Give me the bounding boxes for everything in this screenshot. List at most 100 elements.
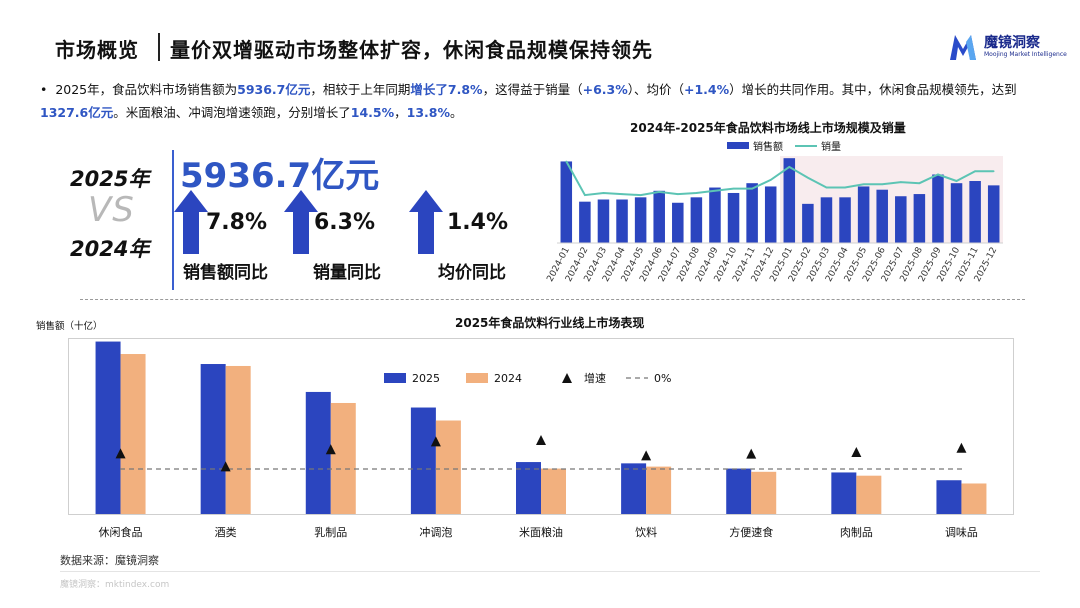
growth-marker — [430, 436, 441, 447]
volume-point — [918, 182, 921, 184]
sales-bar — [802, 203, 814, 243]
legend-label-sales: 销售额 — [753, 142, 783, 153]
sales-bar — [932, 174, 944, 243]
arrow-up-icon — [284, 190, 318, 254]
volume-point — [769, 179, 772, 181]
category-label: 冲调泡 — [419, 525, 452, 539]
legend-zero-label: 0% — [654, 372, 671, 385]
sales-bar — [597, 199, 610, 243]
volume-point — [695, 192, 698, 194]
section-divider — [80, 299, 1025, 300]
page-subtitle: 量价双增驱动市场整体扩容，休闲食品规模保持领先 — [170, 38, 653, 62]
kpi-sales-value: 7.8% — [206, 210, 268, 235]
volume-line — [565, 160, 994, 197]
legend-label-volume: 销量 — [821, 142, 841, 153]
volume-point — [602, 192, 605, 194]
category-label: 米面粮油 — [519, 525, 563, 539]
bar-2025 — [936, 480, 962, 514]
legend-2024-label: 2024 — [494, 372, 522, 385]
kpi-volume-value: 6.3% — [314, 210, 376, 235]
growth-marker — [536, 435, 546, 445]
category-label: 方便速食 — [729, 525, 773, 539]
growth-marker — [746, 448, 757, 459]
sales-bar — [764, 186, 777, 243]
kpi-price-label: 均价同比 — [438, 263, 506, 283]
sales-bar — [560, 161, 573, 243]
growth-marker — [851, 447, 862, 457]
volume-point — [639, 194, 642, 196]
category-chart-ylabel: 销售额（十亿） — [36, 321, 103, 332]
bar-2025 — [516, 462, 541, 514]
data-source: 数据来源：魔镜洞察 — [60, 554, 159, 567]
summary-highlight: 1327.6亿元 — [40, 105, 114, 120]
summary-highlight: +6.3% — [582, 82, 628, 97]
legend-2024-swatch — [466, 373, 488, 383]
monthly-chart-title: 2024年-2025年食品饮料市场线上市场规模及销量 — [630, 121, 906, 135]
bar-2024 — [646, 466, 672, 514]
sales-bar — [913, 194, 926, 243]
volume-point — [714, 190, 716, 192]
bar-2024 — [120, 354, 146, 514]
sales-bar — [969, 181, 981, 243]
sales-bar — [653, 190, 665, 243]
vs-label: VS — [88, 190, 135, 230]
monthly-chart: 2024-012024-022024-032024-042024-052024-… — [545, 156, 1003, 284]
sales-bar — [746, 183, 758, 243]
bar-2024 — [961, 483, 987, 514]
sales-bar — [950, 183, 963, 243]
volume-point — [807, 176, 809, 179]
legend-swatch-sales — [727, 142, 749, 149]
summary-text: ， — [394, 105, 407, 120]
bar-2024 — [330, 402, 356, 514]
summary-highlight: 5936.7亿元 — [237, 82, 311, 97]
bar-2024 — [541, 468, 566, 514]
category-label: 休闲食品 — [99, 525, 143, 539]
category-label: 乳制品 — [314, 526, 347, 539]
summary-paragraph: • 2025年，食品饮料市场销售额为5936.7亿元，相较于上年同期增长了7.8… — [40, 78, 1030, 124]
legend-growth-label: 增速 — [584, 371, 606, 385]
category-chart: 休闲食品 酒类 乳制品 冲调泡 米面粮油 饮料 方便速食 肉制品 调味品 2025 2024 增速 0% — [68, 338, 1014, 539]
bar-2024 — [225, 365, 251, 514]
volume-point — [621, 193, 623, 195]
sales-bar — [634, 197, 647, 243]
category-label: 肉制品 — [840, 526, 873, 539]
volume-point — [881, 183, 884, 186]
sales-bar — [690, 197, 703, 243]
bar-2025 — [200, 364, 226, 514]
bar-2025 — [726, 468, 752, 514]
volume-point — [992, 170, 995, 173]
legend-2025-swatch — [384, 373, 406, 383]
legend-growth-swatch — [562, 373, 572, 383]
sales-bar — [727, 192, 740, 243]
sales-bar — [709, 187, 721, 243]
legend-swatch-volume — [795, 144, 817, 147]
sales-bar — [839, 197, 851, 243]
summary-text: ）增长的共同作用。其中，休闲食品规模领先，达到 — [729, 82, 1017, 97]
title-divider — [158, 33, 160, 61]
growth-marker — [325, 444, 336, 455]
bar-2025 — [831, 472, 857, 514]
sales-bar — [857, 186, 870, 243]
monthly-chart-legend: 销售额 销量 — [727, 138, 841, 153]
kpi-price-value: 1.4% — [447, 210, 509, 235]
volume-point — [751, 187, 753, 190]
brand-logo: 魔镜洞察 Moojing Market Intelligence — [948, 32, 1067, 62]
summary-text: ，相较于上年同期 — [310, 82, 411, 97]
volume-point — [937, 173, 939, 176]
volume-point — [658, 191, 661, 193]
summary-highlight: 增长了7.8% — [410, 82, 483, 97]
category-label: 酒类 — [215, 525, 237, 539]
category-chart-title: 2025年食品饮料行业线上市场表现 — [455, 316, 645, 330]
legend-2025-label: 2025 — [412, 372, 440, 385]
bar-2024 — [435, 420, 461, 514]
kpi-divider — [172, 150, 174, 290]
sales-bar — [820, 197, 833, 243]
volume-point — [788, 166, 791, 168]
volume-point — [732, 187, 735, 190]
bar-2025 — [95, 341, 121, 514]
volume-point — [899, 181, 902, 183]
growth-marker — [220, 461, 231, 472]
sales-bar — [987, 185, 1000, 243]
plot-frame — [68, 338, 1014, 515]
volume-point — [862, 183, 865, 186]
